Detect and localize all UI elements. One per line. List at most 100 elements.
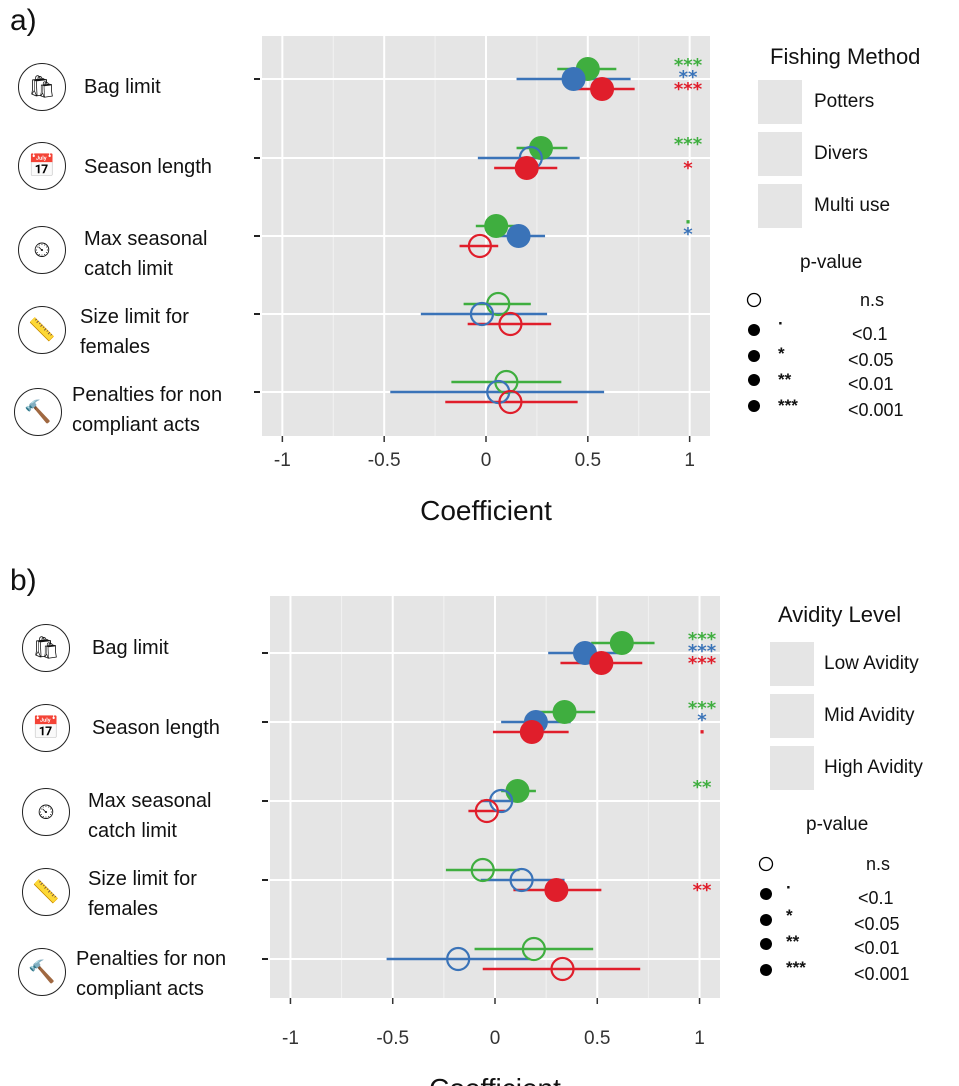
data-point [467, 233, 492, 259]
pvalue-label: <0.1 [858, 888, 894, 908]
pvalue-label: <0.001 [854, 964, 910, 984]
data-point [498, 311, 523, 337]
data-point [506, 224, 531, 248]
significance-stars: *** [674, 134, 703, 155]
chart-panel-b: b) -1-0.500.51Coefficient***************… [0, 560, 959, 1086]
significance-stars: *** [674, 55, 703, 76]
legend-label: Multi use [814, 195, 891, 216]
pvalue-symbol: *** [786, 958, 806, 977]
data-point [519, 720, 544, 744]
legend-label: Low Avidity [824, 653, 919, 674]
pvalue-label: <0.01 [854, 938, 900, 958]
x-tick-label: 1 [684, 450, 695, 471]
x-axis-label: Coefficient [420, 495, 552, 526]
pvalue-marker [748, 400, 760, 412]
pvalue-symbol: *** [778, 396, 798, 415]
data-point [590, 77, 615, 101]
legend-label: High Avidity [824, 757, 923, 778]
significance-stars: · [699, 722, 706, 743]
significance-stars: ** [693, 777, 712, 798]
data-point [446, 946, 471, 972]
calendar-icon: 📅 [18, 142, 66, 190]
pvalue-marker [758, 856, 774, 872]
ruler-icon: 📏 [22, 868, 70, 916]
significance-stars: * [697, 710, 707, 731]
pvalue-marker [760, 964, 772, 976]
chart-panel-a: a) -1 -0.5 0 0.5 1 Coefficient *** *** · ** * *** * … [0, 0, 959, 540]
pvalue-label: <0.05 [848, 350, 894, 370]
category-label: Max seasonal catch limit [84, 228, 208, 280]
legend-label: Potters [814, 91, 875, 112]
bag-icon: 🛍 [18, 63, 66, 111]
data-point [474, 798, 499, 824]
significance-stars: *** [688, 698, 717, 719]
pvalue-legend-title: p-value [806, 814, 869, 835]
data-point [469, 301, 495, 327]
data-point [505, 779, 530, 803]
x-tick-label: 0 [481, 450, 492, 471]
data-point [509, 867, 534, 893]
ruler-icon: 📏 [18, 306, 66, 354]
bag-icon: 🛍 [22, 624, 70, 672]
calendar-icon: 📅 [22, 704, 70, 752]
data-point [552, 700, 577, 724]
pvalue-symbol: ** [786, 932, 800, 951]
category-label: Size limit for females [88, 868, 197, 920]
x-tick-label: -1 [274, 450, 291, 471]
pvalue-marker [748, 374, 760, 386]
legend-label: Mid Avidity [824, 705, 915, 726]
pvalue-marker [748, 350, 760, 362]
significance-stars: *** [688, 653, 717, 674]
data-point [528, 136, 553, 160]
pvalue-label: <0.001 [848, 400, 904, 420]
significance-stars: * [683, 158, 693, 179]
data-point [470, 857, 495, 883]
pvalue-symbol: · [778, 314, 784, 333]
significance-stars: *** [674, 79, 703, 100]
pvalue-marker [760, 914, 772, 926]
pvalue-label: n.s [866, 854, 891, 874]
pvalue-symbol: * [778, 344, 785, 363]
legend-label: Divers [814, 143, 868, 164]
gavel-icon: 🔨 [14, 388, 62, 436]
data-point [521, 936, 546, 962]
significance-stars: *** [688, 629, 717, 650]
data-point [550, 956, 575, 982]
pvalue-marker [748, 324, 760, 336]
panel-label: a) [10, 4, 37, 37]
panel-label: b) [10, 564, 37, 597]
pvalue-marker [760, 888, 772, 900]
pvalue-legend-markers [758, 856, 774, 976]
data-point [498, 389, 523, 415]
category-label: Season length [92, 717, 220, 739]
significance-stars: · [685, 212, 692, 233]
x-tick-label: -0.5 [368, 450, 401, 471]
pvalue-marker [746, 292, 762, 308]
pvalue-label: n.s [860, 290, 885, 310]
significance-stars: * [683, 224, 693, 245]
pvalue-label: <0.1 [852, 324, 888, 344]
pvalue-symbol: · [786, 878, 792, 897]
category-label: Penalties for non compliant acts [72, 384, 223, 436]
legend-title: Avidity Level [778, 602, 902, 627]
significance-stars: ** [693, 880, 712, 901]
gauge-icon: ⏲ [22, 788, 70, 836]
significance-stars: *** [688, 641, 717, 662]
category-label: Penalties for non compliant acts [76, 948, 227, 1000]
x-tick-label: 1 [694, 1028, 705, 1049]
x-tick-label: 0 [490, 1028, 501, 1049]
significance-stars: ** [679, 67, 698, 88]
x-tick-label: -1 [282, 1028, 299, 1049]
legend-key [758, 80, 802, 124]
legend-key [770, 746, 814, 790]
x-axis-label: Coefficient [429, 1073, 561, 1086]
x-tick-label: -0.5 [376, 1028, 409, 1049]
legend-key [770, 642, 814, 686]
data-point [561, 67, 586, 91]
category-label: Size limit for females [80, 306, 189, 358]
category-label: Bag limit [92, 637, 169, 659]
legend-key [758, 132, 802, 176]
legend-key [758, 184, 802, 228]
legend-key [770, 694, 814, 738]
